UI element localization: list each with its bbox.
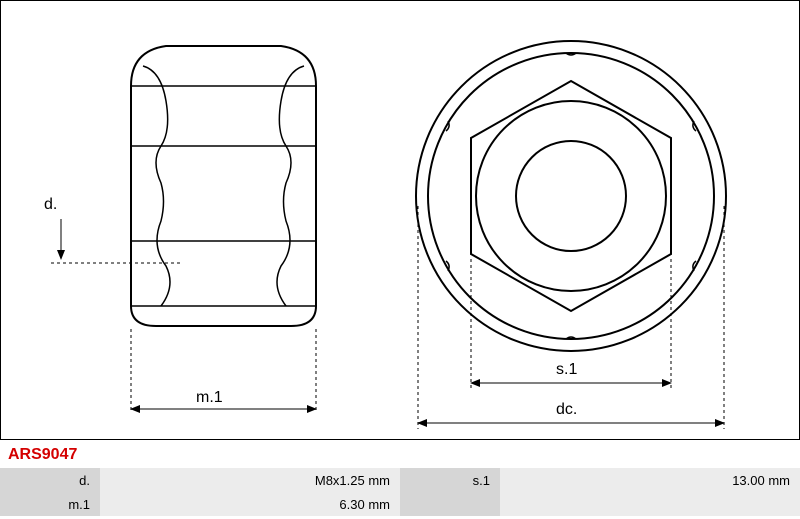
spec-value: M8x1.25 mm — [100, 468, 400, 492]
dim-label-m1: m.1 — [196, 389, 223, 407]
table-row: d. M8x1.25 mm s.1 13.00 mm — [0, 468, 800, 492]
spec-label: m.1 — [0, 492, 100, 516]
spec-value: 6.30 mm — [100, 492, 400, 516]
spec-label: d. — [0, 468, 100, 492]
table-row: m.1 6.30 mm — [0, 492, 800, 516]
spec-label — [400, 492, 500, 516]
dim-label-d: d. — [44, 196, 57, 214]
spec-value — [500, 492, 800, 516]
technical-drawing-svg — [1, 1, 800, 441]
part-number: ARS9047 — [8, 446, 77, 464]
spec-label: s.1 — [400, 468, 500, 492]
dim-label-s1: s.1 — [556, 361, 577, 379]
drawing-area: d. m.1 s.1 dc. — [0, 0, 800, 440]
spec-table: d. M8x1.25 mm s.1 13.00 mm m.1 6.30 mm — [0, 468, 800, 516]
dim-label-dc: dc. — [556, 401, 577, 419]
spec-value: 13.00 mm — [500, 468, 800, 492]
